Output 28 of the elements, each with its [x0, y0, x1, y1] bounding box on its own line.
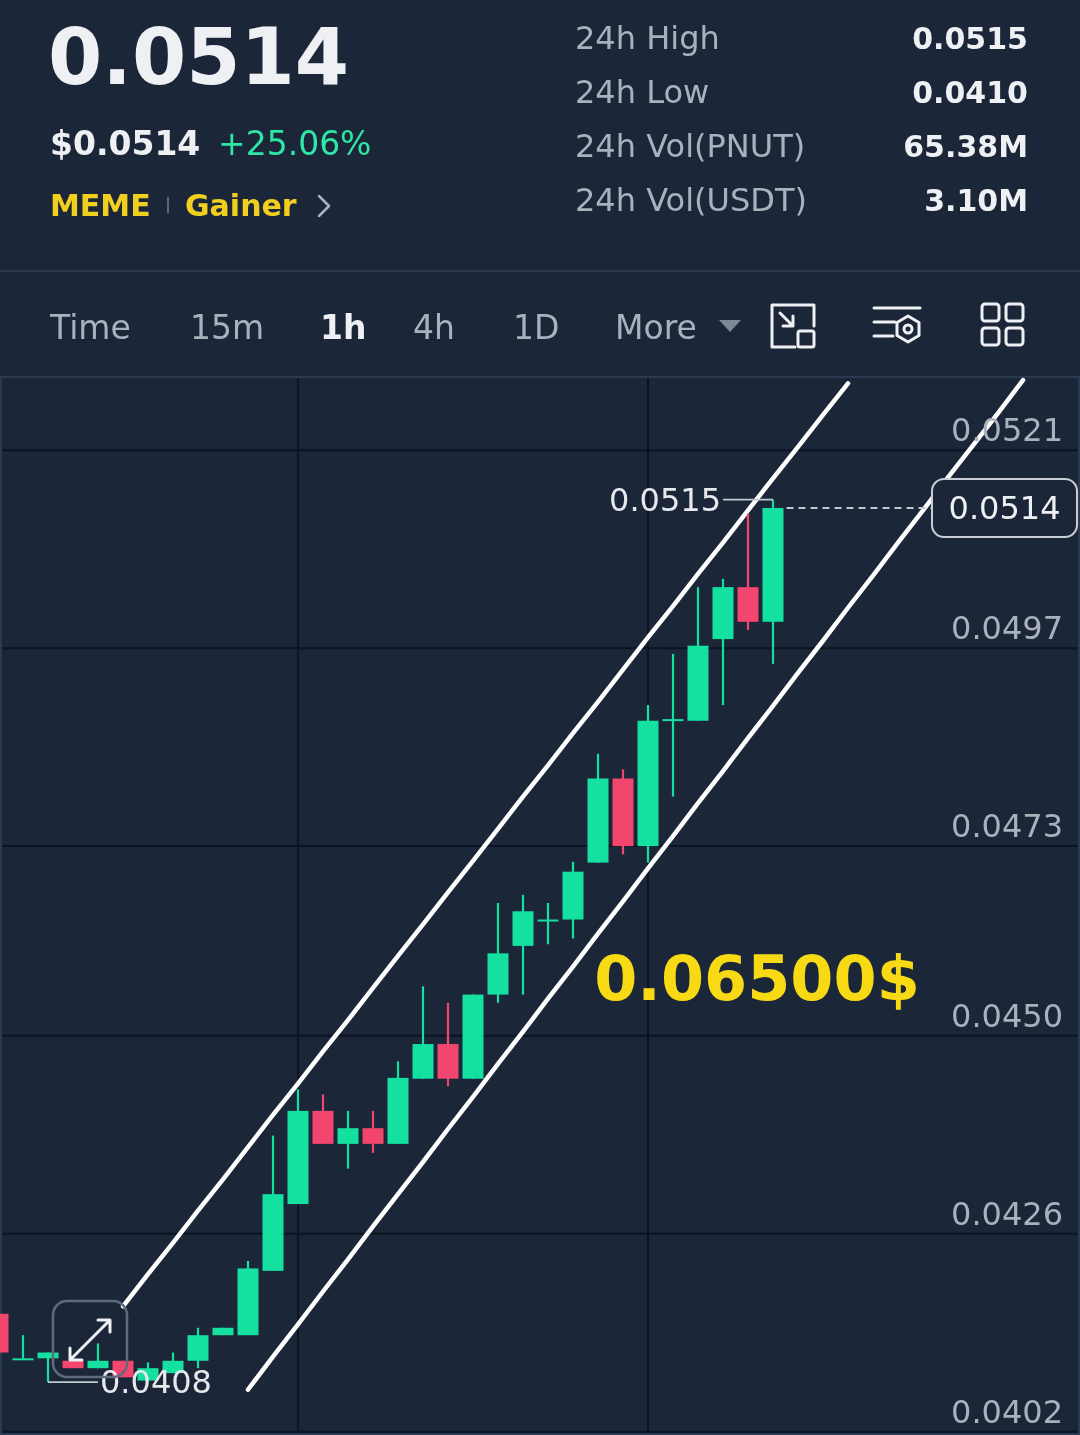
y-tick-label: 0.0402: [951, 1392, 1063, 1431]
text: MEME: [50, 187, 151, 223]
text: 24h Vol(USDT): [575, 181, 807, 219]
text: 4h: [413, 307, 455, 347]
text: 3.10M: [924, 182, 1028, 218]
text: 0.0410: [912, 74, 1028, 110]
annotation: 0.06500$: [594, 941, 920, 1015]
text: 1h: [320, 307, 367, 347]
text: Gainer: [185, 187, 297, 223]
annotation: 0.0515: [609, 480, 721, 519]
text: 1D: [513, 307, 560, 347]
text: 15m: [190, 307, 265, 347]
y-tick-label: 0.0497: [951, 609, 1063, 648]
text: Time: [49, 307, 131, 347]
text: 24h Low: [575, 73, 710, 111]
ref-line-label: 0.0514: [948, 488, 1061, 527]
text: More: [615, 307, 697, 347]
y-tick-label: 0.0426: [951, 1194, 1063, 1233]
text: 24h High: [575, 19, 720, 57]
text: $0.0514: [50, 123, 201, 163]
text: 65.38M: [903, 128, 1028, 164]
text: 0.0514: [48, 12, 349, 102]
text: 0.0515: [912, 20, 1028, 56]
y-tick-label: 0.0473: [951, 807, 1063, 846]
annotation: 0.0408: [100, 1363, 212, 1402]
y-tick-label: 0.0450: [951, 996, 1063, 1035]
text: +25.06%: [218, 123, 372, 163]
text: 24h Vol(PNUT): [575, 127, 806, 165]
